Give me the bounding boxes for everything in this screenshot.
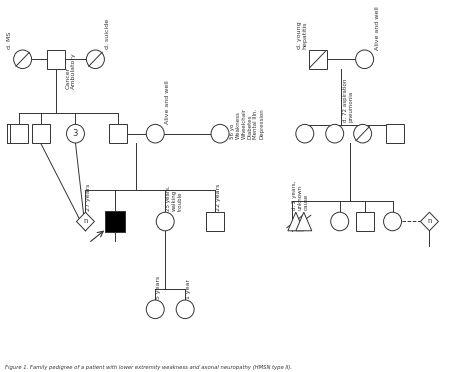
Text: 27 years: 27 years — [86, 184, 91, 211]
Text: 1 year: 1 year — [186, 279, 191, 299]
Circle shape — [211, 124, 229, 143]
Text: 25 years,
walking
trouble: 25 years, walking trouble — [166, 185, 183, 211]
Circle shape — [296, 124, 314, 143]
Text: d. suicide: d. suicide — [105, 19, 110, 49]
Text: Cancer
Ambulatory: Cancer Ambulatory — [65, 52, 76, 89]
Bar — [9, 124, 27, 143]
Polygon shape — [296, 212, 312, 231]
Circle shape — [86, 50, 104, 68]
Text: Figure 1. Family pedigree of a patient with lower extremity weakness and axonal : Figure 1. Family pedigree of a patient w… — [5, 365, 292, 370]
Bar — [385, 124, 403, 143]
Text: 22 years: 22 years — [216, 184, 221, 211]
Circle shape — [66, 124, 84, 143]
Polygon shape — [288, 212, 304, 231]
Bar — [105, 211, 125, 232]
Text: 5 years: 5 years — [156, 276, 161, 299]
Circle shape — [146, 300, 164, 318]
Bar — [32, 124, 50, 143]
Text: d. MS: d. MS — [7, 32, 12, 49]
Circle shape — [331, 212, 349, 231]
Circle shape — [383, 212, 401, 231]
Text: n: n — [83, 218, 88, 224]
Circle shape — [146, 124, 164, 143]
Bar — [109, 124, 128, 143]
Circle shape — [326, 124, 344, 143]
Polygon shape — [76, 212, 94, 231]
Text: Alive and well: Alive and well — [374, 6, 380, 50]
Bar — [46, 50, 64, 68]
Circle shape — [14, 50, 32, 68]
Text: 3: 3 — [73, 129, 78, 138]
Circle shape — [356, 50, 374, 68]
Bar — [309, 50, 327, 68]
Text: n: n — [427, 218, 432, 224]
Polygon shape — [420, 212, 438, 231]
Circle shape — [156, 212, 174, 231]
Text: d. 72 aspiration
pneumonia: d. 72 aspiration pneumonia — [343, 79, 354, 122]
Bar — [356, 212, 374, 231]
Text: d. 2 years,
unknown
cause: d. 2 years, unknown cause — [292, 181, 309, 210]
Bar — [206, 212, 224, 231]
Text: d. young
hepatitis: d. young hepatitis — [297, 21, 308, 49]
Text: 56 yo
Weakness
Wheelchair
Diabetes
Mental Illn.
Depression: 56 yo Weakness Wheelchair Diabetes Menta… — [230, 108, 264, 139]
Circle shape — [354, 124, 372, 143]
Circle shape — [176, 300, 194, 318]
Text: Alive and well: Alive and well — [165, 81, 170, 124]
